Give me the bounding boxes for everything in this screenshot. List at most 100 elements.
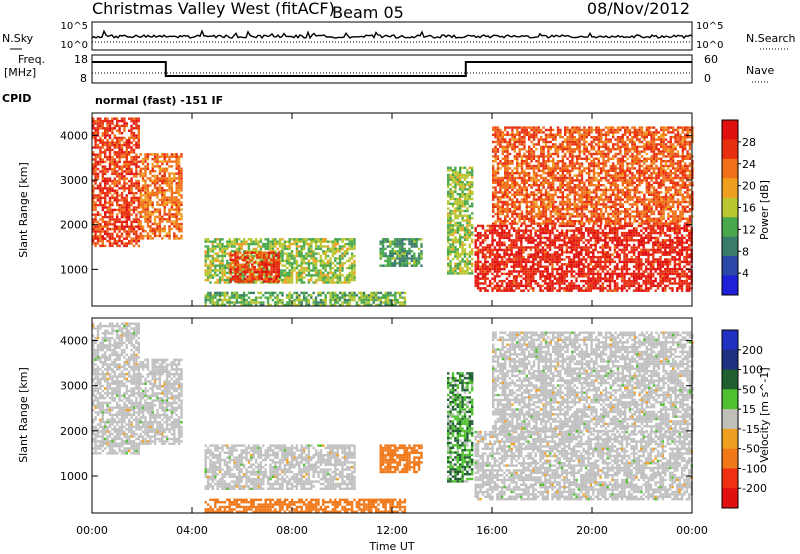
colorbar-segment — [722, 139, 738, 160]
echo-region — [474, 430, 693, 501]
noise-left-label: N.Sky — [2, 32, 34, 45]
velocity-echo-layer — [92, 322, 694, 513]
colorbar-segment — [722, 178, 738, 199]
noise-panel-frame — [91, 21, 693, 51]
colorbar-segment — [722, 217, 738, 238]
power-y-ticks: 1000 2000 3000 4000 — [60, 129, 692, 276]
noise-tick-low-right: 10^0 — [696, 40, 723, 51]
echo-region — [92, 117, 140, 248]
power-echo-layer — [92, 117, 694, 307]
colorbar-segment — [722, 349, 738, 371]
noise-tick-high-right: 10^5 — [696, 21, 723, 32]
velocity-y-axis-label: Slant Range [km] — [17, 367, 30, 463]
colorbar-segment — [722, 256, 738, 277]
echo-region — [447, 166, 474, 275]
cpid-label: CPID — [2, 92, 31, 105]
echo-region — [474, 224, 693, 292]
y-tick-label: 2000 — [60, 219, 88, 232]
freq-label-top: Freq. — [18, 53, 45, 66]
freq-trace — [92, 61, 692, 77]
colorbar-tick-label: -200 — [742, 482, 767, 495]
colorbar-tick-label: 50 — [742, 383, 756, 396]
y-tick-label: 3000 — [60, 174, 88, 187]
y-tick-label: 4000 — [60, 335, 88, 348]
echo-region — [204, 444, 356, 490]
echo-region — [92, 322, 140, 455]
station-title: Christmas Valley West (fitACF) — [92, 0, 335, 18]
y-tick-label: 1000 — [60, 470, 88, 483]
echo-region — [492, 331, 694, 433]
beam-label: Beam 05 — [332, 3, 404, 22]
colorbar-segment — [722, 488, 738, 509]
colorbar-tick-label: -50 — [742, 443, 760, 456]
velocity-y-ticks: 1000 2000 3000 4000 — [60, 335, 692, 483]
colorbar-tick-label: -15 — [742, 423, 760, 436]
x-tick-label: 16:00 — [476, 524, 508, 537]
colorbar-segment — [722, 120, 738, 140]
colorbar-tick-label: 24 — [742, 158, 756, 171]
colorbar-tick-label: 4 — [742, 267, 749, 280]
colorbar-tick-label: -100 — [742, 462, 767, 475]
nave-label: Nave — [746, 64, 774, 77]
colorbar-segment — [722, 409, 738, 430]
colorbar-tick-label: 12 — [742, 223, 756, 236]
colorbar-segment — [722, 330, 738, 351]
echo-region — [229, 251, 280, 283]
y-tick-label: 4000 — [60, 129, 88, 142]
freq-line — [92, 61, 692, 77]
velocity-colorbar: 200 100 50 15 -15 -50 -100 -200 — [721, 329, 767, 509]
colorbar-segment — [722, 448, 738, 469]
echo-region — [204, 498, 407, 513]
velocity-colorbar-label: Velocity [m s^-1] — [758, 367, 771, 462]
freq-label-bottom: [MHz] — [4, 66, 36, 79]
noise-right-label: N.Search — [746, 32, 796, 45]
power-y-axis-label: Slant Range [km] — [17, 162, 30, 258]
colorbar-frame — [721, 329, 739, 509]
colorbar-tick-label: 100 — [742, 364, 763, 377]
noise-tick-high-left: 10^5 — [61, 21, 88, 32]
y-tick-label: 1000 — [60, 263, 88, 276]
x-tick-label: 00:00 — [76, 524, 108, 537]
echo-region — [379, 444, 423, 474]
echo-region — [139, 153, 183, 240]
x-axis-ticks: 00:00 04:00 08:00 12:00 16:00 20:00 00:00 — [76, 113, 708, 537]
echo-region — [379, 238, 423, 267]
colorbar-tick-label: 20 — [742, 180, 756, 193]
noise-trace — [91, 29, 693, 43]
nave-tick-0: 0 — [704, 72, 711, 85]
colorbar-tick-label: 15 — [742, 403, 756, 416]
power-colorbar-label: Power [dB] — [758, 180, 771, 240]
noise-sky-line — [91, 29, 693, 40]
colorbar-segment — [722, 236, 738, 257]
y-tick-label: 3000 — [60, 380, 88, 393]
colorbar-tick-label: 16 — [742, 202, 756, 215]
colorbar-tick-label: 200 — [742, 344, 763, 357]
colorbar-segment — [722, 369, 738, 390]
x-tick-label: 04:00 — [176, 524, 208, 537]
freq-panel-frame — [91, 54, 693, 84]
echo-region — [204, 238, 356, 284]
echo-region — [447, 372, 474, 483]
x-tick-label: 12:00 — [376, 524, 408, 537]
colorbar-segment — [722, 389, 738, 410]
echo-region — [492, 126, 694, 225]
x-axis-title: Time UT — [368, 540, 414, 553]
echo-region — [139, 358, 183, 445]
date-label: 08/Nov/2012 — [587, 0, 690, 18]
freq-tick-8: 8 — [80, 72, 87, 85]
noise-tick-low-left: 10^0 — [61, 40, 88, 51]
x-tick-label: 08:00 — [276, 524, 308, 537]
colorbar-segment — [722, 158, 738, 179]
colorbar-tick-label: 28 — [742, 136, 756, 149]
nave-tick-60: 60 — [704, 53, 718, 66]
x-tick-label: 00:00 — [676, 524, 708, 537]
colorbar-segment — [722, 428, 738, 450]
colorbar-segment — [722, 275, 738, 296]
colorbar-tick-label: 8 — [742, 245, 749, 258]
echo-region — [204, 291, 407, 307]
y-tick-label: 2000 — [60, 425, 88, 438]
freq-tick-18: 18 — [74, 53, 88, 66]
cpid-text: normal (fast) -151 IF — [95, 94, 223, 107]
power-colorbar: 4 8 12 16 20 24 28 — [721, 119, 756, 296]
